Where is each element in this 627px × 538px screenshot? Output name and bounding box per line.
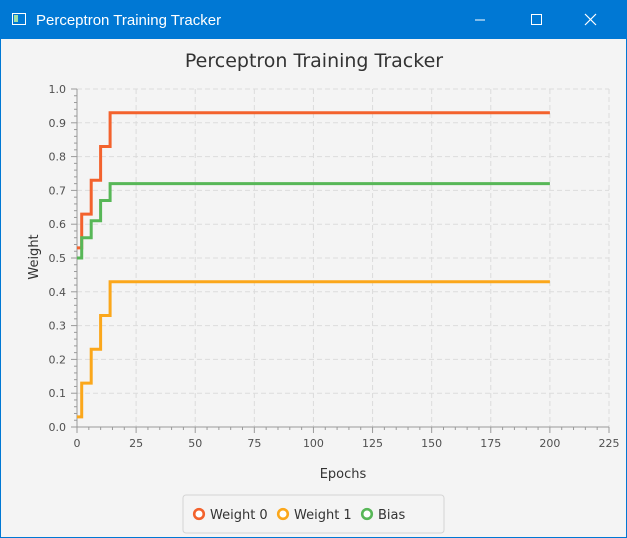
legend-symbol-weight-0 [192,507,206,521]
x-tick-label: 125 [362,437,383,450]
line-chart: Perceptron Training Tracker 0 25 50 75 100 12… [27,50,620,534]
legend-label-bias: Bias [378,508,405,523]
legend-box [182,494,445,534]
y-tick-label: 0.4 [49,286,67,299]
minimize-button[interactable] [457,1,503,39]
x-tick-label: 175 [480,437,501,450]
x-tick-label: 150 [421,437,442,450]
legend-symbol-weight-1 [276,507,290,521]
x-tick-label: 100 [303,437,324,450]
maximize-icon [531,14,542,25]
y-tick-label: 0.5 [49,252,67,265]
series-line-bias [77,182,550,260]
chart-legend: Weight 0 Weight 1 Bias [182,494,445,534]
y-tick-label: 0.8 [49,151,67,164]
app-icon [12,13,26,25]
chart-grid [77,88,610,427]
y-tick-label: 0.2 [49,353,67,366]
title-bar[interactable]: Perceptron Training Tracker [1,1,626,39]
x-tick-label: 50 [188,437,202,450]
y-tick-label: 0.6 [49,218,67,231]
close-icon [584,13,597,26]
y-tick-label: 0.7 [49,184,67,197]
x-tick-label: 225 [599,437,620,450]
y-tick-label: 0.3 [49,320,67,333]
legend-label-weight-0: Weight 0 [210,508,268,523]
chart-title: Perceptron Training Tracker [185,50,443,72]
legend-symbol-bias [360,507,374,521]
maximize-button[interactable] [513,1,559,39]
x-tick-label: 25 [129,437,143,450]
chart-series [77,111,550,419]
series-line-weight-0 [77,111,550,250]
series-line-weight-1 [77,280,550,419]
y-tick-label: 0.0 [49,421,67,434]
x-tick-label: 200 [539,437,560,450]
y-tick-label: 0.9 [49,117,67,130]
y-axis-label: Weight [27,234,42,279]
y-tick-label: 1.0 [49,83,67,96]
minimize-icon [475,19,485,21]
window-content: Perceptron Training Tracker 0 25 50 75 100 12… [1,39,626,537]
x-tick-label: 75 [247,437,261,450]
close-button[interactable] [569,1,615,39]
legend-label-weight-1: Weight 1 [294,508,352,523]
x-axis-label: Epochs [320,467,367,482]
window-title: Perceptron Training Tracker [36,12,222,29]
chart-axes: 0 25 50 75 100 125 150 175 200 225 0.0 0.1 0.2 0.3 0.4… [49,83,620,450]
x-tick-label: 0 [74,437,81,450]
y-tick-label: 0.1 [49,387,67,400]
